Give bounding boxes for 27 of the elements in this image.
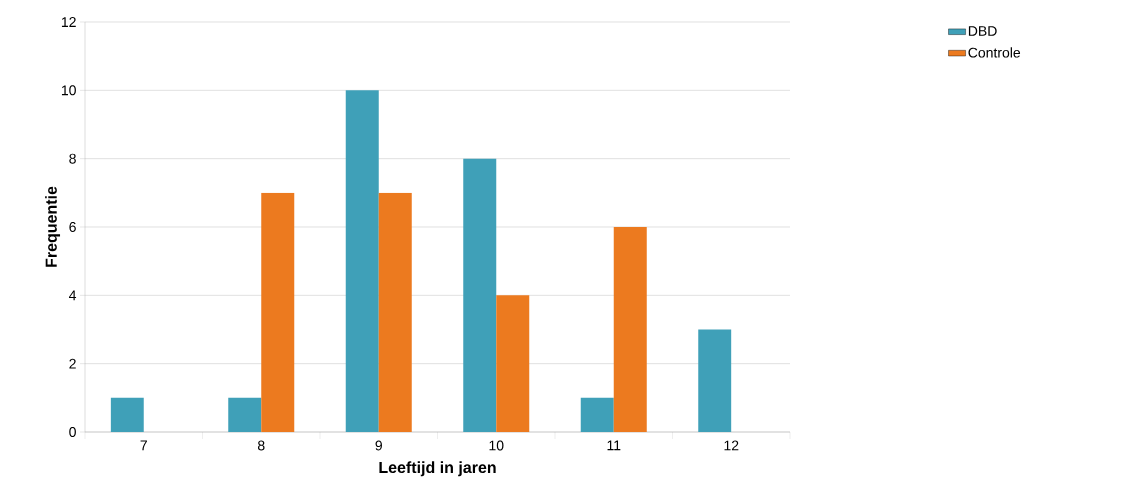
y-tick-label: 6 [69,222,76,232]
legend-label: DBD [968,26,997,36]
bar [345,90,379,432]
bar [580,397,614,432]
x-tick-label: 7 [140,440,147,451]
legend-label: Controle [968,47,1021,58]
x-tick-label: 10 [489,440,504,451]
bar [496,295,530,432]
bar [378,192,412,432]
y-tick-label: 10 [61,85,76,96]
bar [228,397,262,432]
y-tick-label: 8 [69,153,76,164]
y-tick-label: 4 [68,290,77,301]
bar [698,329,732,432]
bar [613,227,647,432]
y-axis-title: Frequentie [45,186,61,267]
x-tick-label: 9 [375,440,382,451]
y-tick-label: 0 [69,427,76,437]
bar [463,158,497,432]
y-tick-label: 2 [69,358,76,369]
bar [110,397,144,432]
x-tick-label: 11 [607,440,621,451]
bar [261,192,295,432]
x-axis-title: Leeftijd in jaren [379,461,496,477]
x-tick-label: 8 [257,440,265,451]
x-tick-label: 12 [724,440,739,451]
y-tick-label: 12 [61,17,76,27]
